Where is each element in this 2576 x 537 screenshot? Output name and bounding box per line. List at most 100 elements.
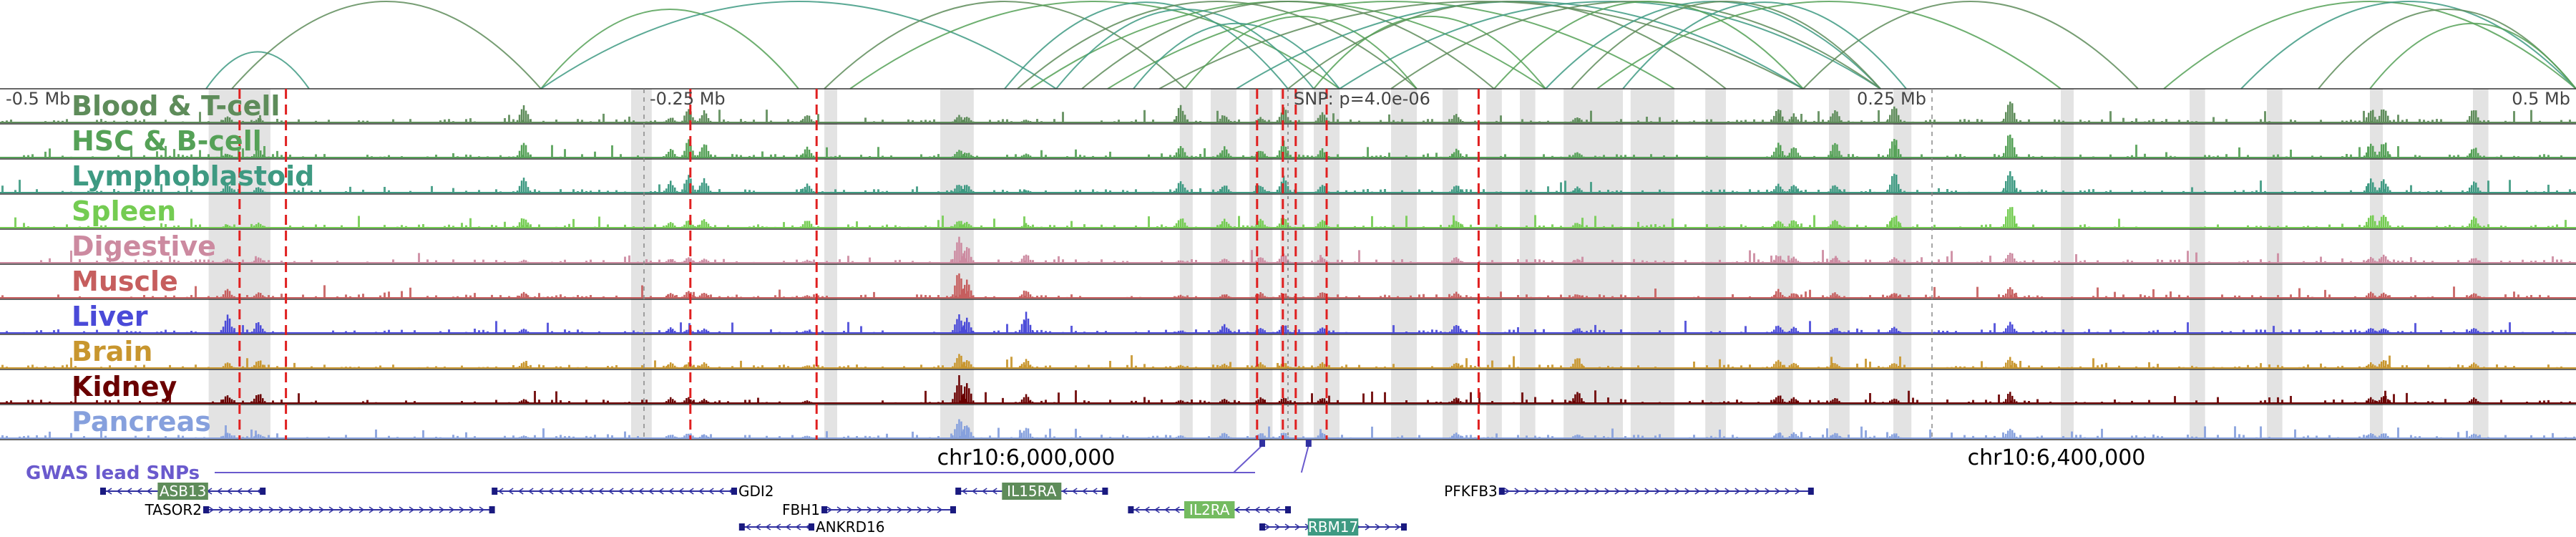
track-peak <box>679 220 698 228</box>
track-peak <box>1171 105 1191 122</box>
gene-label: FBH1 <box>782 501 820 518</box>
track-peak <box>1825 398 1845 403</box>
track-peak <box>514 105 534 122</box>
track-peak <box>957 360 977 368</box>
gene-asb13: ASB13 <box>100 483 266 500</box>
track-peak <box>1171 364 1191 368</box>
track-peak <box>661 327 680 333</box>
candidate-variant-markers <box>238 89 1480 440</box>
track-label-pancreas: Pancreas <box>72 406 211 437</box>
track-peak <box>1215 294 1234 298</box>
track-peak <box>2464 433 2484 438</box>
track-peak <box>249 257 268 263</box>
gwas-track: GWAS lead SNPs <box>26 440 1312 484</box>
track-peak <box>218 314 238 333</box>
track-peak <box>679 257 698 263</box>
track-peak <box>1016 153 1036 158</box>
gene-il2ra: IL2RA <box>1128 501 1291 518</box>
track-peak <box>661 258 680 263</box>
track-peak <box>2361 291 2381 298</box>
track-label-lymphoblastoid: Lymphoblastoid <box>72 160 314 192</box>
track-peak <box>957 221 977 228</box>
loop-arc <box>1390 1 1881 90</box>
track-peak <box>1215 185 1234 193</box>
gene-exon <box>100 488 106 495</box>
gene-label: RBM17 <box>1308 518 1358 536</box>
track-peak <box>1784 293 1804 298</box>
track-peak <box>1568 258 1587 263</box>
track-peak <box>694 434 714 438</box>
track-peak <box>1274 253 1294 263</box>
track-peak <box>514 435 534 438</box>
gene-exon <box>955 488 962 495</box>
gene-exon <box>1259 523 1265 531</box>
gene-exon <box>1401 523 1407 531</box>
track-peak <box>1825 258 1845 263</box>
track-peak <box>2374 395 2394 403</box>
track-peak <box>218 258 238 263</box>
track-peak <box>1447 397 1466 403</box>
track-peak <box>694 258 714 263</box>
track-peak <box>1171 181 1191 193</box>
track-peak <box>1215 432 1234 438</box>
track-peak <box>797 365 817 368</box>
gene-exon <box>950 506 956 513</box>
track-peak <box>218 183 238 193</box>
track-peak <box>2001 428 2020 438</box>
gene-strand-arrows <box>1504 488 1801 495</box>
track-peak <box>2001 392 2020 403</box>
scale-label: 0.5 Mb <box>2512 89 2570 109</box>
track-peak <box>1312 112 1332 122</box>
track-peak <box>1251 218 1270 228</box>
track-peak <box>1784 113 1804 122</box>
track-peak <box>2001 321 2020 333</box>
gene-exon <box>809 523 814 531</box>
track-peak <box>1016 427 1036 438</box>
track-peak <box>2001 171 2020 193</box>
track-peak <box>1251 291 1270 298</box>
track-peak <box>514 259 534 263</box>
track-peak <box>249 222 268 228</box>
track-peak <box>1215 115 1234 122</box>
coordinate-label: chr10:6,000,000 <box>937 445 1116 470</box>
track-peak <box>1568 294 1587 298</box>
gene-gdi2: GDI2 <box>492 483 774 500</box>
track-peak <box>1885 139 1904 158</box>
gene-strand-arrows <box>826 506 943 513</box>
gene-label-box <box>157 483 208 500</box>
track-peak <box>1251 328 1270 333</box>
track-peak <box>2361 433 2381 438</box>
track-peak <box>2361 362 2381 368</box>
track-peak <box>1251 117 1270 122</box>
track-peak <box>2464 397 2484 403</box>
track-peak <box>1215 324 1234 333</box>
scale-label: -0.25 Mb <box>650 89 726 109</box>
track-peak <box>1825 110 1845 122</box>
gene-fbh1: FBH1 <box>782 501 956 518</box>
gene-label: IL2RA <box>1189 501 1230 518</box>
track-peak <box>218 289 238 298</box>
track-peak <box>2374 109 2394 122</box>
track-peak <box>1885 398 1904 403</box>
track-peak <box>2464 147 2484 158</box>
track-peak <box>679 433 698 438</box>
track-peak <box>661 435 680 438</box>
track-label-liver: Liver <box>72 301 148 332</box>
track-peak <box>2374 254 2394 263</box>
track-peak <box>694 178 714 193</box>
track-peak <box>1769 183 1788 193</box>
track-peak <box>1784 362 1804 368</box>
gene-pfkfb3: PFKFB3 <box>1444 483 1814 500</box>
track-peak <box>1784 432 1804 438</box>
track-peak <box>218 153 238 158</box>
track-peak <box>957 153 977 158</box>
track-peak <box>1825 220 1845 228</box>
track-peak <box>1825 363 1845 368</box>
track-peak <box>2001 207 2020 228</box>
track-peak <box>1016 290 1036 298</box>
track-peak <box>218 362 238 368</box>
gene-tasor2: TASOR2 <box>145 501 495 518</box>
track-label-brain: Brain <box>72 336 152 367</box>
track-peak <box>514 362 534 368</box>
